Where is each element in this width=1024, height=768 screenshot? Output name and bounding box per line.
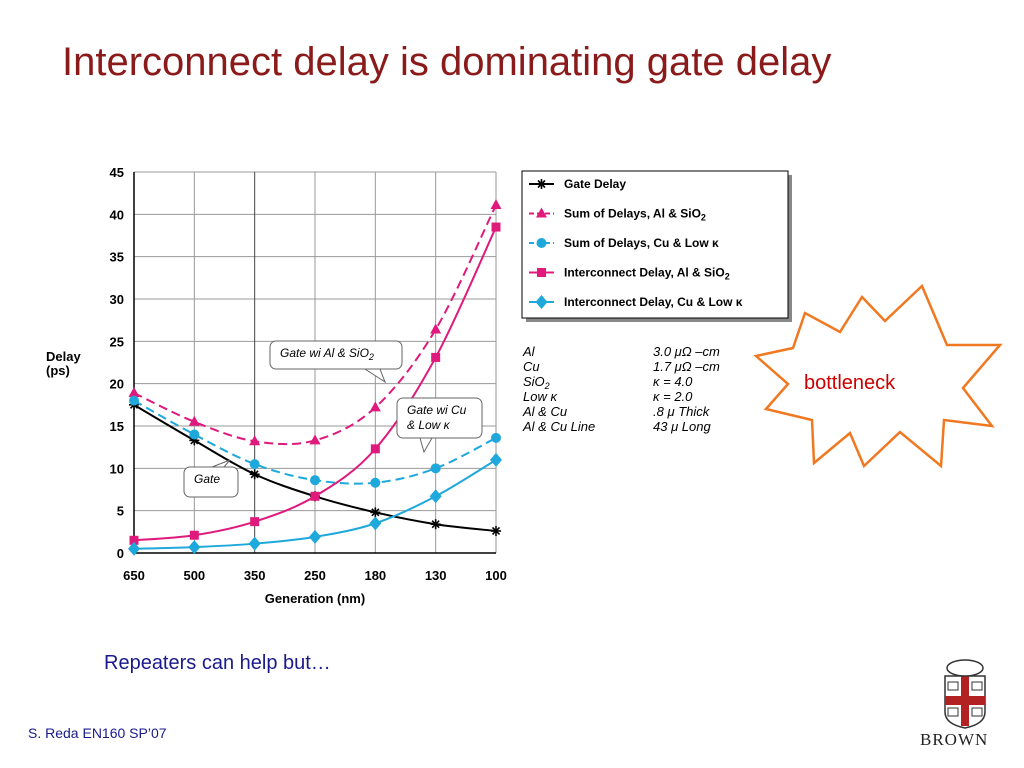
point-sum-of-delays-al-sio2-5 xyxy=(430,323,442,334)
point-interconnect-delay-cu-low-6 xyxy=(490,452,502,467)
y-axis-title-0: Delay xyxy=(46,349,81,364)
y-axis-title-1: (ps) xyxy=(46,363,70,378)
bottleneck-starburst xyxy=(753,283,1003,469)
point-interconnect-delay-cu-low-0 xyxy=(128,541,140,556)
point-interconnect-delay-cu-low-4 xyxy=(369,516,382,531)
y-tick-label-6: 30 xyxy=(110,292,124,307)
material-name-1: Cu xyxy=(523,359,540,374)
x-tick-label-3: 250 xyxy=(304,568,326,583)
callout-gate-cu-text-1: & Low κ xyxy=(407,418,451,432)
point-gate-delay-4 xyxy=(370,507,381,518)
point-sum-of-delays-al-sio2-3 xyxy=(309,434,321,445)
material-name-0: Al xyxy=(522,344,536,359)
callout-gate-al-text-0: Gate wi Al & SiO2 xyxy=(280,346,374,362)
x-axis-title: Generation (nm) xyxy=(265,591,365,606)
point-sum-of-delays-cu-low-0 xyxy=(129,395,139,406)
x-tick-label-2: 350 xyxy=(244,568,266,583)
legend-marker-interconnect-delay-al-sio2 xyxy=(537,268,546,277)
slide-subtitle: Repeaters can help but… xyxy=(104,652,331,674)
slide-title: Interconnect delay is dominating gate de… xyxy=(62,40,832,84)
point-sum-of-delays-al-sio2-1 xyxy=(188,415,200,426)
point-sum-of-delays-al-sio2-6 xyxy=(490,199,502,210)
legend-label-sum-of-delays-cu-low: Sum of Delays, Cu & Low κ xyxy=(564,236,719,250)
callout-gate-al-box xyxy=(269,340,403,370)
y-tick-label-9: 45 xyxy=(110,165,124,180)
point-sum-of-delays-cu-low-1 xyxy=(189,429,200,440)
point-sum-of-delays-al-sio2-2 xyxy=(249,435,261,446)
callout-gate-text-0: Gate xyxy=(194,472,220,486)
callout-gate-pointer xyxy=(211,459,231,468)
point-sum-of-delays-al-sio2-4 xyxy=(369,401,381,412)
point-sum-of-delays-cu-low-3 xyxy=(310,475,320,486)
legend-label-sum-of-delays-al-sio2: Sum of Delays, Al & SiO2 xyxy=(564,207,706,223)
point-sum-of-delays-cu-low-4 xyxy=(370,477,381,488)
x-tick-label-4: 180 xyxy=(364,568,386,583)
y-tick-label-2: 10 xyxy=(110,461,124,476)
point-interconnect-delay-al-sio2-1 xyxy=(189,530,199,540)
point-sum-of-delays-cu-low-6 xyxy=(491,432,501,443)
material-name-3: Low κ xyxy=(523,389,558,404)
point-interconnect-delay-al-sio2-4 xyxy=(370,444,380,454)
material-value-5: 43 μ Long xyxy=(653,419,711,434)
x-tick-label-6: 100 xyxy=(485,568,507,583)
y-tick-label-5: 25 xyxy=(110,334,124,349)
point-interconnect-delay-al-sio2-6 xyxy=(491,222,501,232)
callout-gate-box xyxy=(183,466,239,498)
point-sum-of-delays-cu-low-2 xyxy=(249,459,260,470)
callout-gate-cu-pointer xyxy=(419,437,433,454)
point-gate-delay-5 xyxy=(430,519,441,530)
point-sum-of-delays-cu-low-5 xyxy=(430,463,441,474)
material-value-3: κ = 2.0 xyxy=(653,389,693,404)
footer-credit: S. Reda EN160 SP’07 xyxy=(28,725,167,741)
point-interconnect-delay-al-sio2-3 xyxy=(310,491,320,501)
point-interconnect-delay-cu-low-1 xyxy=(188,540,201,555)
legend-marker-gate-delay xyxy=(536,179,547,189)
x-tick-label-1: 500 xyxy=(183,568,205,583)
point-interconnect-delay-al-sio2-5 xyxy=(431,352,441,362)
legend-marker-sum-of-delays-cu-low xyxy=(536,238,547,248)
legend-marker-interconnect-delay-cu-low xyxy=(535,295,548,309)
point-interconnect-delay-cu-low-5 xyxy=(429,489,442,504)
x-tick-label-5: 130 xyxy=(425,568,447,583)
legend-box xyxy=(521,170,789,319)
point-gate-delay-6 xyxy=(491,525,501,536)
material-name-5: Al & Cu Line xyxy=(522,419,595,434)
point-interconnect-delay-al-sio2-0 xyxy=(129,535,139,545)
point-interconnect-delay-cu-low-3 xyxy=(309,529,321,544)
y-tick-label-0: 0 xyxy=(117,546,124,561)
bottleneck-label: bottleneck xyxy=(804,372,896,394)
material-value-2: κ = 4.0 xyxy=(653,374,693,389)
material-value-4: .8 μ Thick xyxy=(653,404,711,419)
material-value-1: 1.7 μΩ –cm xyxy=(653,359,720,374)
y-tick-label-1: 5 xyxy=(117,504,124,519)
legend-marker-sum-of-delays-al-sio2 xyxy=(536,207,547,218)
y-tick-label-3: 15 xyxy=(110,419,124,434)
brown-logo-shield xyxy=(944,659,986,729)
callout-gate-cu-text-0: Gate wi Cu xyxy=(407,403,467,417)
point-interconnect-delay-al-sio2-2 xyxy=(250,517,260,527)
brown-logo-text: BROWN xyxy=(920,730,989,749)
point-sum-of-delays-al-sio2-0 xyxy=(128,386,140,397)
legend-label-interconnect-delay-cu-low: Interconnect Delay, Cu & Low κ xyxy=(564,295,743,309)
legend-label-interconnect-delay-al-sio2: Interconnect Delay, Al & SiO2 xyxy=(564,266,730,282)
material-name-4: Al & Cu xyxy=(522,404,567,419)
y-tick-label-8: 40 xyxy=(110,207,124,222)
material-value-0: 3.0 μΩ –cm xyxy=(653,344,720,359)
callout-gate-cu-box xyxy=(396,397,483,439)
point-gate-delay-2 xyxy=(249,469,260,480)
point-interconnect-delay-cu-low-2 xyxy=(248,536,261,551)
material-name-2: SiO2 xyxy=(523,374,550,391)
y-tick-label-7: 35 xyxy=(110,250,124,265)
x-tick-label-0: 650 xyxy=(123,568,145,583)
legend-label-gate-delay: Gate Delay xyxy=(564,177,626,191)
y-tick-label-4: 20 xyxy=(110,377,124,392)
